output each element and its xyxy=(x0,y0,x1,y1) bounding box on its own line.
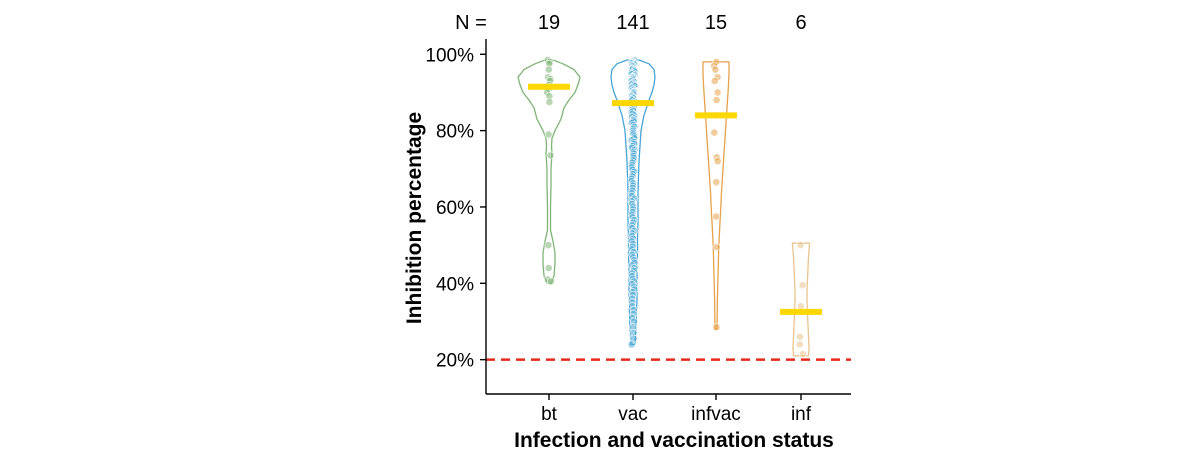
data-point xyxy=(712,96,721,104)
y-tick-label: 40% xyxy=(436,274,474,295)
axes xyxy=(485,39,851,395)
data-point xyxy=(544,65,553,74)
sample-size-row: N = 19 141 15 6 xyxy=(455,12,806,34)
data-point xyxy=(799,350,807,358)
x-tick-label-inf: inf xyxy=(791,404,812,425)
n-prefix-label: N = xyxy=(455,12,487,34)
data-point xyxy=(796,302,805,311)
x-tick-label-vac: vac xyxy=(618,404,648,425)
n-count-bt: 19 xyxy=(538,12,560,34)
data-point xyxy=(712,323,721,332)
data-point xyxy=(710,128,719,137)
data-point xyxy=(627,340,636,349)
violin-group-vac xyxy=(610,56,656,349)
data-point xyxy=(547,277,555,286)
data-point xyxy=(713,88,722,97)
y-tick-label: 60% xyxy=(436,198,474,219)
n-count-infvac: 15 xyxy=(705,12,727,34)
x-tick-label-bt: bt xyxy=(541,404,558,425)
data-point xyxy=(795,340,804,349)
data-point xyxy=(712,178,721,187)
y-axis-title: Inhibition percentage xyxy=(403,112,426,324)
y-tick-label: 80% xyxy=(436,122,474,143)
data-point xyxy=(713,157,722,166)
violins xyxy=(517,56,822,358)
data-point xyxy=(798,281,807,290)
data-point xyxy=(544,130,553,139)
violin-group-bt xyxy=(517,56,581,286)
data-point xyxy=(544,264,553,272)
y-tick-label: 100% xyxy=(425,45,474,66)
y-tick-label: 20% xyxy=(436,351,474,372)
x-axis-ticks: bt vac infvac inf xyxy=(541,394,812,425)
data-point xyxy=(546,151,555,160)
data-point xyxy=(711,65,720,74)
data-point xyxy=(712,243,721,251)
x-tick-label-infvac: infvac xyxy=(691,404,741,425)
y-axis-ticks: 20% 40% 60% 80% 100% xyxy=(425,45,486,372)
violin-group-inf xyxy=(780,241,822,358)
data-point xyxy=(545,98,554,106)
data-point xyxy=(712,212,721,221)
data-point xyxy=(795,332,804,341)
violin-group-infvac xyxy=(695,58,737,332)
data-point xyxy=(796,241,805,250)
n-count-vac: 141 xyxy=(616,12,649,34)
x-axis-title: Infection and vaccination status xyxy=(514,429,834,452)
data-point xyxy=(710,77,719,85)
data-point xyxy=(544,241,553,250)
n-count-inf: 6 xyxy=(795,12,806,34)
